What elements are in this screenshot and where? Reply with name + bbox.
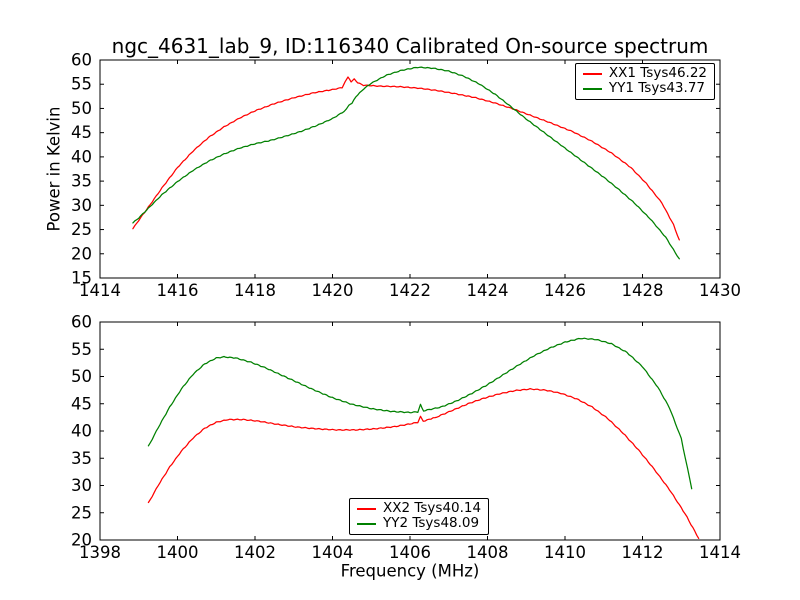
legend-label: YY1 Tsys43.77 bbox=[608, 80, 705, 96]
legend-entry: YY2 Tsys48.09 bbox=[357, 516, 481, 531]
y-tick-label: 55 bbox=[71, 75, 92, 94]
y-tick-label: 45 bbox=[71, 123, 92, 142]
legend-bottom: XX2 Tsys40.14 YY2 Tsys48.09 bbox=[349, 498, 490, 535]
x-tick-label: 1416 bbox=[157, 281, 199, 300]
x-tick-label: 1406 bbox=[389, 543, 431, 562]
y-tick-label: 20 bbox=[71, 244, 92, 263]
legend-entry: XX1 Tsys46.22 bbox=[582, 65, 707, 81]
x-tick-label: 1414 bbox=[699, 543, 741, 562]
x-tick-label: 1426 bbox=[544, 281, 586, 300]
x-tick-label: 1428 bbox=[622, 281, 664, 300]
figure-title: ngc_4631_lab_9, ID:116340 Calibrated On-… bbox=[111, 34, 709, 58]
y-tick-label: 40 bbox=[71, 147, 92, 166]
series-line-swatch bbox=[582, 72, 602, 75]
y-tick-label: 25 bbox=[71, 220, 92, 239]
y-tick-label: 25 bbox=[71, 503, 92, 522]
series-line-YY1 bbox=[132, 66, 680, 260]
y-tick-label: 35 bbox=[71, 449, 92, 468]
series-line-swatch bbox=[582, 87, 602, 90]
x-tick-label: 1418 bbox=[234, 281, 276, 300]
y-tick-label: 60 bbox=[71, 313, 92, 332]
legend-label: YY2 Tsys48.09 bbox=[383, 515, 480, 531]
y-tick-label: 15 bbox=[71, 269, 92, 288]
x-tick-label: 1422 bbox=[389, 281, 431, 300]
series-line-YY2 bbox=[147, 337, 693, 490]
y-tick-label: 30 bbox=[71, 196, 92, 215]
legend-top: XX1 Tsys46.22 YY1 Tsys43.77 bbox=[574, 63, 715, 100]
legend-entry: XX2 Tsys40.14 bbox=[357, 501, 481, 516]
x-tick-label: 1400 bbox=[157, 543, 199, 562]
x-tick-label: 1398 bbox=[79, 543, 121, 562]
series-line-XX2 bbox=[147, 387, 700, 540]
x-tick-label: 1402 bbox=[234, 543, 276, 562]
y-tick-label: 35 bbox=[71, 172, 92, 191]
series-line-swatch bbox=[357, 507, 376, 510]
y-tick-label: 40 bbox=[71, 422, 92, 441]
y-tick-label: 30 bbox=[71, 476, 92, 495]
legend-entry: YY1 Tsys43.77 bbox=[582, 80, 707, 96]
series-line-swatch bbox=[357, 522, 376, 525]
x-tick-label: 1414 bbox=[79, 281, 121, 300]
y-tick-label: 45 bbox=[71, 394, 92, 413]
x-tick-label: 1408 bbox=[467, 543, 509, 562]
x-tick-label: 1412 bbox=[622, 543, 664, 562]
x-tick-label: 1420 bbox=[312, 281, 354, 300]
x-tick-label: 1410 bbox=[544, 543, 586, 562]
x-tick-label: 1424 bbox=[467, 281, 509, 300]
y-tick-label: 50 bbox=[71, 367, 92, 386]
legend-label: XX2 Tsys40.14 bbox=[383, 500, 482, 516]
y-tick-label: 20 bbox=[71, 531, 92, 550]
x-axis-label: Frequency (MHz) bbox=[340, 561, 480, 581]
x-tick-label: 1404 bbox=[312, 543, 354, 562]
y-tick-label: 55 bbox=[71, 340, 92, 359]
series-line-XX1 bbox=[132, 76, 680, 241]
y-axis-label: Power in Kelvin bbox=[44, 106, 64, 232]
legend-label: XX1 Tsys46.22 bbox=[608, 65, 707, 81]
y-tick-label: 60 bbox=[71, 51, 92, 70]
y-tick-label: 50 bbox=[71, 99, 92, 118]
x-tick-label: 1430 bbox=[699, 281, 741, 300]
